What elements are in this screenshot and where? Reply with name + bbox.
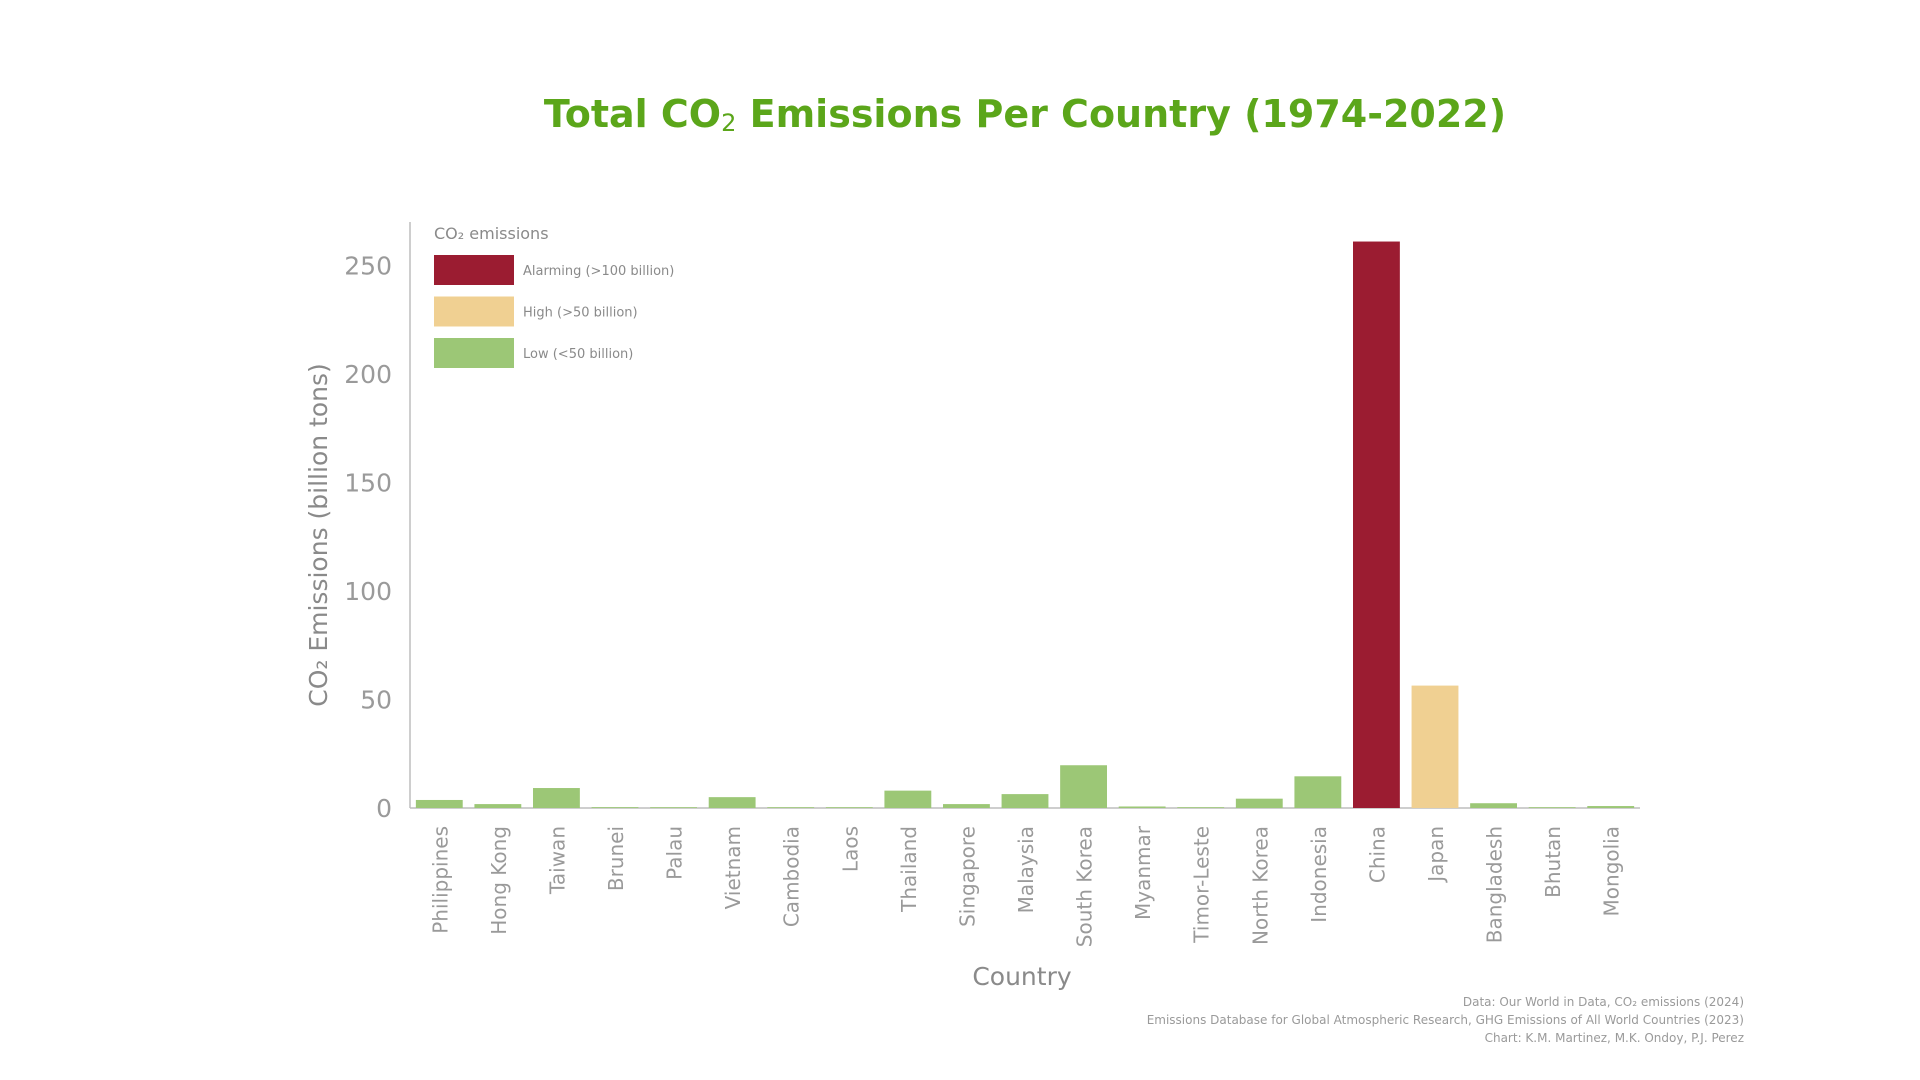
x-tick-label: Vietnam — [721, 826, 745, 909]
bar — [415, 799, 463, 808]
x-tick-labels: Philippines Hong Kong Taiwan Brunei Palau Vie… — [428, 825, 1623, 947]
credit-line-3: Chart: K.M. Martinez, M.K. Ondoy, P.J. P… — [1484, 1031, 1744, 1045]
x-tick-label: Hong Kong — [487, 826, 511, 935]
bar — [1001, 794, 1049, 808]
bar — [474, 804, 522, 808]
x-tick-label: Bhutan — [1541, 826, 1565, 898]
x-tick-label: North Korea — [1248, 826, 1272, 945]
x-tick-label: Mongolia — [1600, 826, 1624, 916]
bar — [943, 804, 990, 808]
x-tick-label: Thailand — [897, 826, 921, 913]
x-tick-label: Indonesia — [1307, 826, 1331, 923]
bar — [1294, 776, 1342, 808]
chart-title: Total CO2 Emissions Per Country (1974-20… — [0, 92, 1920, 137]
credit-line-2: Emissions Database for Global Atmospheri… — [1146, 1013, 1744, 1027]
x-tick-label: Taiwan — [545, 826, 569, 895]
bar — [1235, 798, 1283, 808]
x-tick-label: Malaysia — [1014, 826, 1038, 913]
credits: Data: Our World in Data, CO₂ emissions (… — [1147, 993, 1744, 1047]
bar — [591, 807, 639, 808]
title-subscript: 2 — [721, 109, 737, 137]
bar — [1353, 241, 1400, 809]
legend-title: CO₂ emissions — [434, 224, 549, 243]
legend-label: Low (<50 billion) — [523, 347, 633, 362]
x-tick-label: South Korea — [1073, 826, 1097, 947]
x-tick-label: Brunei — [604, 826, 628, 891]
y-ticks: 0 50 100 150 200 250 — [344, 251, 392, 823]
credit-line-1: Data: Our World in Data, CO₂ emissions (… — [1462, 995, 1744, 1009]
bar — [1470, 803, 1517, 808]
bar — [650, 807, 697, 808]
title-suffix: Emissions Per Country (1974-2022) — [736, 92, 1507, 136]
y-tick-label: 200 — [344, 360, 392, 389]
x-axis-label: Country — [972, 962, 1072, 991]
legend-swatch — [434, 338, 514, 368]
x-tick-label: Timor-Leste — [1190, 826, 1214, 944]
bar — [1060, 765, 1107, 808]
x-tick-label: China — [1365, 826, 1389, 883]
x-tick-label: Myanmar — [1131, 825, 1155, 920]
y-tick-label: 250 — [344, 251, 392, 280]
title-prefix: Total CO — [543, 92, 722, 136]
bar — [1118, 806, 1166, 808]
x-tick-label: Cambodia — [780, 826, 804, 927]
bar — [1587, 806, 1635, 808]
x-tick-label: Philippines — [428, 826, 452, 934]
bar — [884, 790, 932, 808]
x-tick-label: Palau — [663, 826, 687, 880]
bar — [1528, 807, 1576, 808]
x-tick-label: Bangladesh — [1483, 826, 1507, 943]
bar — [1177, 807, 1225, 808]
legend: CO₂ emissions Alarming (>100 billion) High… — [434, 224, 674, 368]
bar — [708, 797, 756, 808]
y-tick-label: 50 — [360, 685, 392, 714]
y-tick-label: 100 — [344, 577, 392, 606]
bars — [415, 241, 1635, 809]
legend-swatch — [434, 255, 514, 285]
legend-label: High (>50 billion) — [523, 306, 638, 321]
x-tick-label: Laos — [838, 826, 862, 872]
bar — [1411, 685, 1459, 808]
bar — [533, 788, 580, 808]
legend-swatch — [434, 296, 514, 327]
x-tick-label: Singapore — [955, 826, 979, 927]
y-axis-label: CO₂ Emissions (billion tons) — [304, 363, 333, 707]
y-tick-label: 150 — [344, 468, 392, 497]
bar — [825, 807, 873, 808]
y-tick-label: 0 — [376, 794, 392, 823]
x-tick-label: Japan — [1424, 826, 1448, 884]
bar — [767, 807, 815, 808]
legend-label: Alarming (>100 billion) — [523, 264, 674, 279]
